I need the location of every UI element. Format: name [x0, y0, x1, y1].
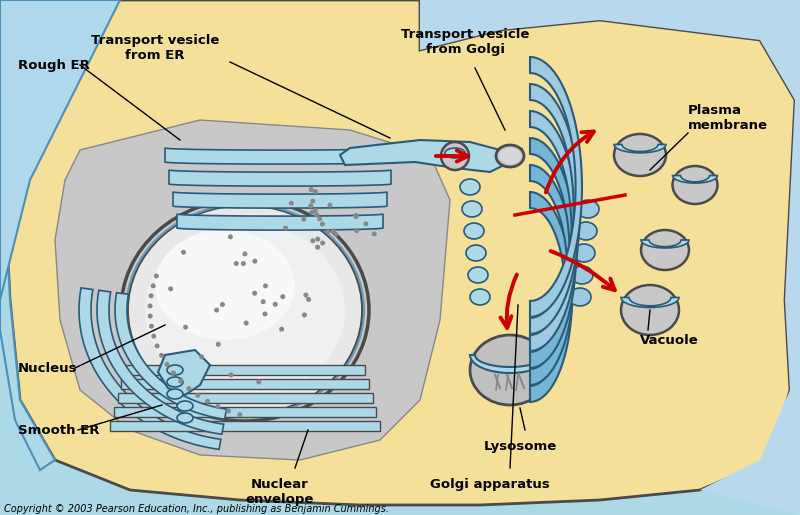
Circle shape — [149, 294, 154, 298]
Circle shape — [216, 342, 221, 347]
Ellipse shape — [464, 223, 484, 239]
Circle shape — [199, 354, 204, 359]
Circle shape — [441, 142, 469, 170]
Circle shape — [303, 293, 308, 298]
Polygon shape — [115, 293, 226, 419]
Polygon shape — [173, 192, 387, 208]
Circle shape — [327, 203, 333, 208]
Text: Nucleus: Nucleus — [18, 362, 78, 374]
Polygon shape — [118, 393, 373, 403]
Circle shape — [302, 313, 307, 317]
Ellipse shape — [621, 285, 679, 335]
Polygon shape — [530, 111, 578, 351]
Circle shape — [150, 283, 156, 288]
Circle shape — [283, 226, 288, 231]
Circle shape — [334, 232, 338, 237]
Circle shape — [238, 412, 242, 417]
Circle shape — [241, 261, 246, 266]
Ellipse shape — [155, 230, 295, 340]
Circle shape — [181, 250, 186, 255]
Circle shape — [252, 290, 257, 296]
Ellipse shape — [641, 230, 689, 270]
Circle shape — [363, 221, 368, 226]
Polygon shape — [177, 214, 383, 230]
Circle shape — [320, 241, 325, 246]
Polygon shape — [530, 138, 576, 368]
Text: Transport vesicle
from Golgi: Transport vesicle from Golgi — [401, 28, 529, 56]
Ellipse shape — [575, 222, 597, 240]
Ellipse shape — [470, 289, 490, 305]
Polygon shape — [498, 148, 522, 156]
Circle shape — [168, 286, 173, 291]
Circle shape — [310, 238, 315, 243]
Polygon shape — [470, 355, 550, 373]
Circle shape — [315, 245, 320, 250]
Circle shape — [229, 372, 234, 377]
Circle shape — [263, 283, 268, 288]
Polygon shape — [114, 407, 376, 417]
Circle shape — [308, 203, 314, 208]
Polygon shape — [125, 365, 365, 375]
Circle shape — [244, 320, 249, 325]
Circle shape — [354, 213, 358, 218]
Circle shape — [279, 327, 284, 332]
Polygon shape — [122, 379, 369, 389]
Ellipse shape — [614, 134, 666, 176]
Ellipse shape — [573, 244, 595, 262]
Ellipse shape — [460, 179, 480, 195]
Ellipse shape — [445, 148, 465, 158]
Circle shape — [148, 314, 153, 319]
Circle shape — [226, 408, 231, 414]
Text: Copyright © 2003 Pearson Education, Inc., publishing as Benjamin Cummings.: Copyright © 2003 Pearson Education, Inc.… — [4, 504, 389, 514]
Polygon shape — [530, 165, 574, 385]
Ellipse shape — [167, 365, 183, 375]
Polygon shape — [641, 240, 689, 248]
Ellipse shape — [177, 401, 193, 411]
Circle shape — [280, 294, 286, 299]
Circle shape — [159, 353, 164, 358]
Circle shape — [330, 228, 336, 233]
Ellipse shape — [468, 267, 488, 283]
Polygon shape — [110, 421, 380, 431]
Circle shape — [273, 302, 278, 307]
Polygon shape — [420, 0, 800, 515]
Polygon shape — [79, 288, 221, 450]
Circle shape — [309, 187, 314, 192]
Polygon shape — [673, 176, 718, 183]
Circle shape — [320, 221, 325, 227]
Ellipse shape — [466, 245, 486, 261]
Polygon shape — [0, 0, 120, 300]
Polygon shape — [97, 290, 224, 434]
Text: Nuclear
envelope: Nuclear envelope — [246, 478, 314, 506]
Polygon shape — [0, 0, 55, 470]
Circle shape — [195, 393, 200, 398]
Text: Smooth ER: Smooth ER — [18, 423, 99, 437]
Ellipse shape — [177, 413, 193, 423]
Ellipse shape — [577, 200, 599, 218]
Polygon shape — [165, 148, 395, 164]
Ellipse shape — [145, 222, 345, 398]
Text: Plasma
membrane: Plasma membrane — [688, 104, 768, 132]
Ellipse shape — [462, 201, 482, 217]
Circle shape — [147, 303, 153, 308]
Text: Transport vesicle
from ER: Transport vesicle from ER — [91, 34, 219, 62]
Polygon shape — [169, 170, 391, 186]
Circle shape — [215, 404, 220, 409]
Circle shape — [151, 334, 156, 339]
Text: Rough ER: Rough ER — [18, 59, 90, 72]
Ellipse shape — [569, 288, 591, 306]
Polygon shape — [5, 0, 795, 505]
Circle shape — [165, 362, 170, 367]
Polygon shape — [530, 57, 582, 317]
Circle shape — [318, 216, 322, 221]
Ellipse shape — [167, 389, 183, 399]
Text: Golgi apparatus: Golgi apparatus — [430, 478, 550, 491]
Circle shape — [313, 208, 318, 213]
Circle shape — [220, 302, 225, 307]
Polygon shape — [158, 350, 210, 395]
Polygon shape — [340, 140, 510, 172]
Circle shape — [314, 213, 319, 217]
Circle shape — [310, 210, 314, 215]
Circle shape — [354, 228, 359, 233]
